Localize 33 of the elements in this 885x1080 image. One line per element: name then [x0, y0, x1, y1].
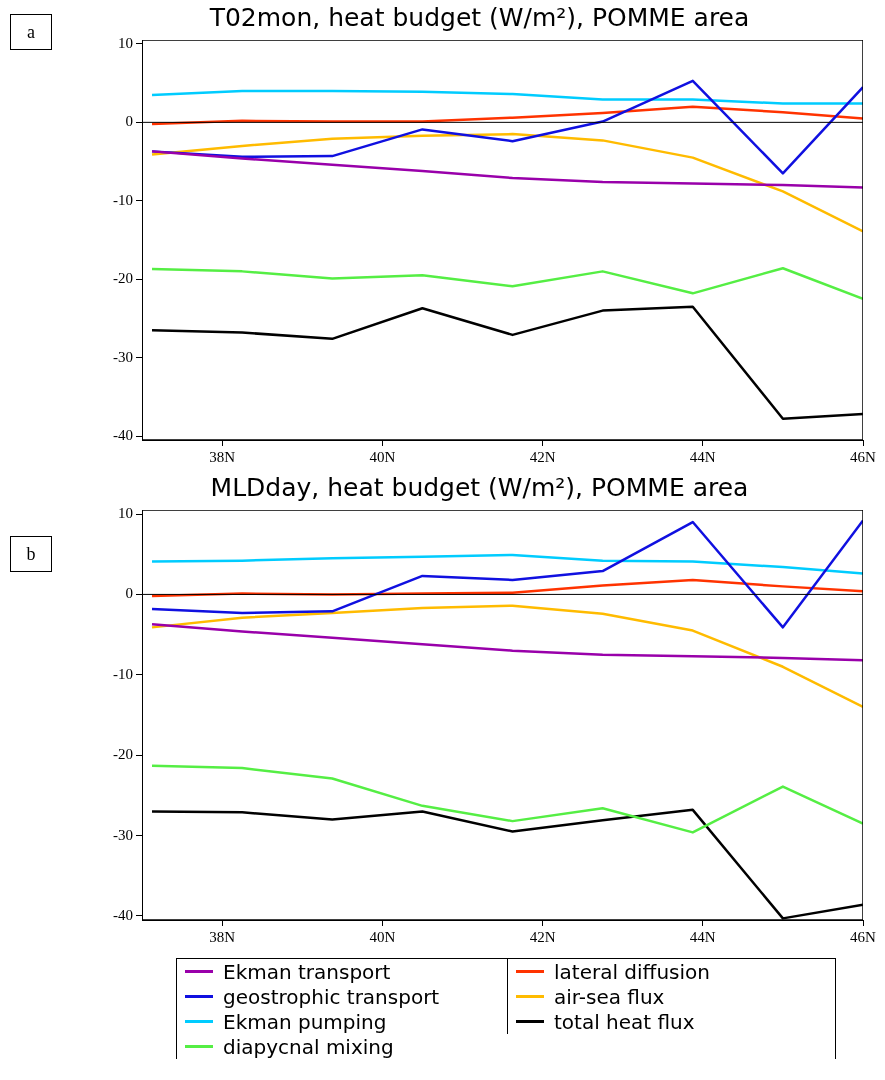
- x-tick-label: 46N: [850, 448, 877, 465]
- x-tick-label: 38N: [209, 448, 236, 465]
- y-tick-label: -10: [113, 191, 133, 208]
- y-tick-label: -10: [113, 665, 133, 682]
- legend-label: geostrophic transport: [223, 984, 440, 1009]
- legend-label: Ekman pumping: [223, 1009, 387, 1034]
- y-tick-label: 0: [125, 113, 133, 130]
- x-tick-label: 46N: [850, 928, 877, 945]
- y-tick-label: -30: [113, 826, 133, 843]
- y-tick-label: 0: [125, 585, 133, 602]
- x-tick-label: 40N: [369, 928, 396, 945]
- chart-title: T02mon, heat budget (W/m²), POMME area: [208, 2, 750, 32]
- x-tick-label: 38N: [209, 928, 236, 945]
- legend-label: total heat flux: [554, 1009, 695, 1034]
- y-tick-label: -40: [113, 427, 133, 444]
- legend-label: diapycnal mixing: [223, 1034, 394, 1059]
- x-tick-label: 42N: [529, 928, 556, 945]
- legend-label: lateral diffusion: [554, 959, 710, 984]
- text: a: [10, 14, 52, 50]
- chart-title: MLDday, heat budget (W/m²), POMME area: [210, 472, 749, 502]
- x-tick-label: 44N: [689, 928, 716, 945]
- y-tick-label: 10: [118, 504, 133, 521]
- text: b: [10, 536, 52, 572]
- y-tick-label: -30: [113, 348, 133, 365]
- y-tick-label: -20: [113, 270, 133, 287]
- legend-label: Ekman transport: [223, 959, 391, 984]
- x-tick-label: 42N: [529, 448, 556, 465]
- x-tick-label: 44N: [689, 448, 716, 465]
- legend-label: air-sea flux: [554, 984, 665, 1009]
- y-tick-label: -40: [113, 906, 133, 923]
- y-tick-label: 10: [118, 34, 133, 51]
- x-tick-label: 40N: [369, 448, 396, 465]
- y-tick-label: -20: [113, 746, 133, 763]
